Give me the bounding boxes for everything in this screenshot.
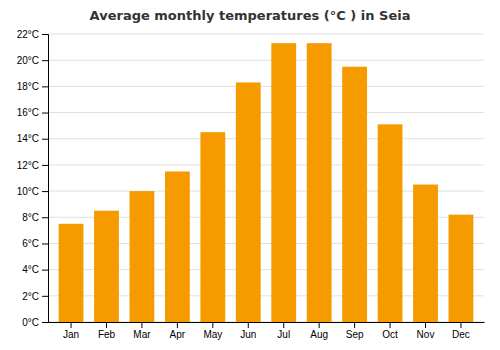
tick: 20°C [17,55,48,66]
tick: Dec [452,322,470,340]
tick: 0°C [22,317,48,328]
tick-mark [42,34,48,35]
tick-label: 6°C [22,238,39,249]
tick: Sep [346,322,364,340]
tick-mark [390,322,391,328]
tick-label: Aug [310,329,328,340]
tick-mark [42,191,48,192]
tick: Feb [98,322,116,340]
tick: Oct [382,322,398,340]
y-axis: 0°C 2°C 4°C 6°C 8°C 10°C 12°C 14°C 16°C 18°C 20°C 2… [17,29,49,328]
tick-label: Jun [240,329,256,340]
grid-line [48,34,484,35]
grid-line [48,138,484,139]
tick-mark [42,165,48,166]
tick-label: 8°C [22,212,39,223]
bar [449,215,474,322]
tick: 6°C [22,238,48,249]
grid-line [48,164,484,165]
tick: 16°C [17,107,48,118]
tick: 18°C [17,81,48,92]
tick: 22°C [17,29,48,40]
tick-label: Jan [63,329,79,340]
tick: 10°C [17,186,48,197]
tick-label: Jul [277,329,290,340]
bar [307,43,332,322]
tick-label: Mar [133,329,151,340]
axis-line [49,322,485,323]
tick-mark [42,322,48,323]
tick-label: 22°C [17,29,39,40]
tick-label: 4°C [22,264,39,275]
tick-label: 10°C [17,186,39,197]
tick-label: Apr [170,329,186,340]
tick-mark [425,322,426,328]
tick-mark [42,270,48,271]
bar [59,224,84,322]
tick-mark [212,322,213,328]
tick: Jan [63,322,79,340]
bar [130,191,155,322]
plot: 0°C 2°C 4°C 6°C 8°C 10°C 12°C 14°C 16°C 18°C 20°C 2… [17,29,485,340]
tick-mark [42,113,48,114]
axis-line [42,35,49,323]
bar [342,67,367,322]
bars [59,43,474,322]
bar [94,211,119,322]
bar [271,43,296,322]
tick-mark [42,296,48,297]
chart: 0°C 2°C 4°C 6°C 8°C 10°C 12°C 14°C 16°C 18°C 20°C 2… [0,0,500,350]
x-axis: Jan Feb Mar Apr May Jun Jul Aug Sep Oct Nov Dec [49,322,485,340]
tick: Jul [277,322,290,340]
tick-mark [42,86,48,87]
tick-mark [319,322,320,328]
tick-label: 2°C [22,291,39,302]
bar [378,124,403,322]
bar [200,132,225,322]
tick-mark [42,60,48,61]
tick-mark [42,217,48,218]
tick-label: 16°C [17,107,39,118]
tick: Apr [170,322,186,340]
grid [48,34,484,322]
tick-mark [354,322,355,328]
tick-mark [141,322,142,328]
tick: Mar [133,322,151,340]
tick: May [203,322,222,340]
bar [165,171,190,322]
tick-label: Oct [382,329,398,340]
tick: 2°C [22,291,48,302]
bar [236,82,261,322]
tick-label: Nov [417,329,435,340]
tick: 14°C [17,133,48,144]
tick-label: May [203,329,222,340]
tick-mark [42,243,48,244]
tick-label: Feb [98,329,116,340]
tick-label: Sep [346,329,364,340]
tick-label: 0°C [22,317,39,328]
title: Average monthly temperatures (°C ) in Se… [90,8,411,23]
tick-label: 14°C [17,133,39,144]
tick: Jun [240,322,256,340]
grid-line [48,60,484,61]
tick-mark [460,322,461,328]
tick-label: 20°C [17,55,39,66]
tick-mark [106,322,107,328]
tick-mark [71,322,72,328]
tick-mark [283,322,284,328]
tick-label: Dec [452,329,470,340]
bar [413,185,438,322]
tick-mark [248,322,249,328]
tick: Nov [417,322,435,340]
grid-line [48,86,484,87]
tick: Aug [310,322,328,340]
grid-line [48,112,484,113]
tick-mark [42,139,48,140]
tick: 12°C [17,160,48,171]
tick: 4°C [22,264,48,275]
tick-label: 18°C [17,81,39,92]
tick-label: 12°C [17,160,39,171]
tick-mark [177,322,178,328]
tick: 8°C [22,212,48,223]
